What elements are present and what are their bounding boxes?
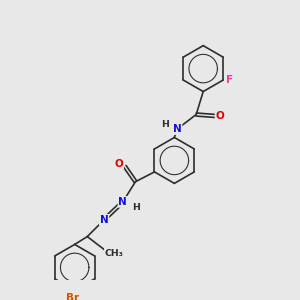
Text: F: F	[226, 75, 233, 85]
Text: Br: Br	[66, 293, 79, 300]
Text: N: N	[100, 215, 109, 225]
Text: CH₃: CH₃	[105, 249, 124, 258]
Text: O: O	[114, 158, 123, 169]
Text: H: H	[132, 203, 140, 212]
Text: H: H	[161, 119, 169, 128]
Text: N: N	[173, 124, 182, 134]
Text: N: N	[118, 197, 127, 207]
Text: O: O	[216, 111, 224, 121]
